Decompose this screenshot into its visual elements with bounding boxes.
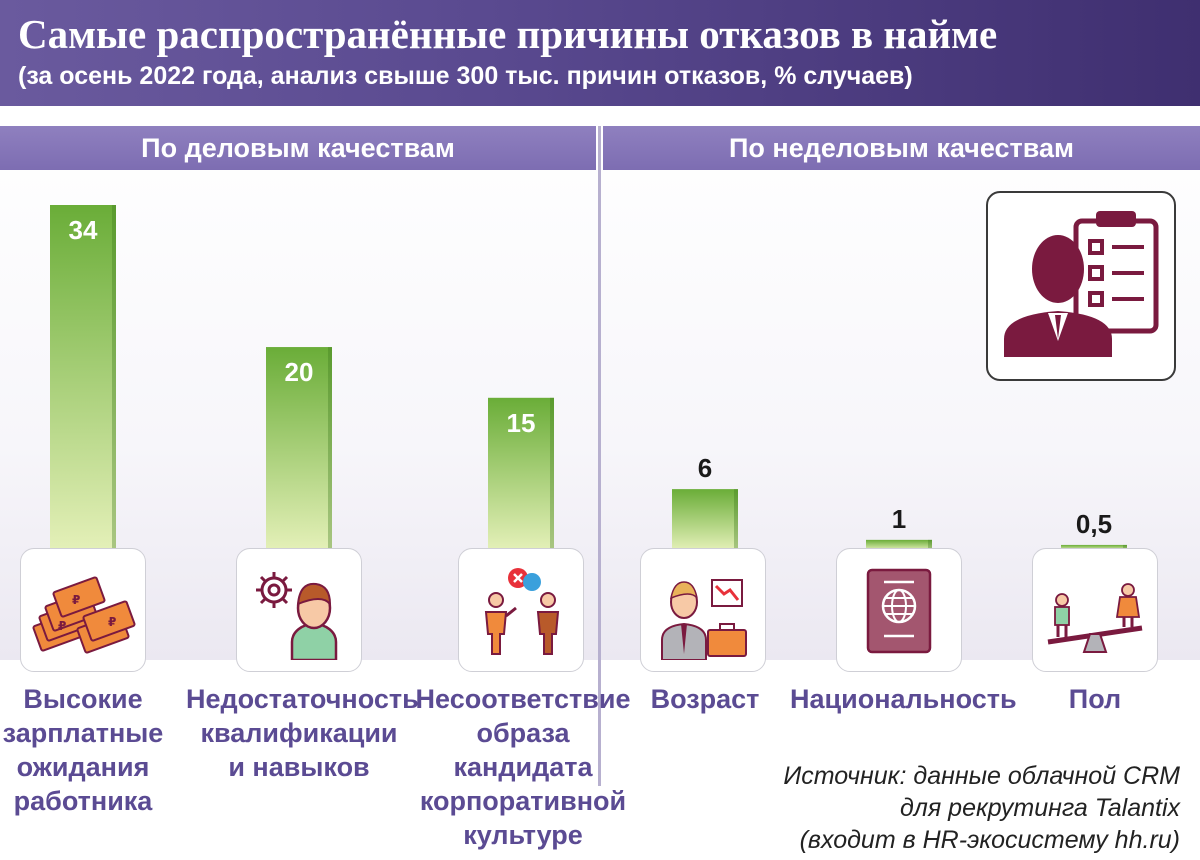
section-business-header: По деловым качествам — [0, 126, 596, 170]
value-label-5: 0,5 — [1076, 509, 1112, 539]
bar-edge-5 — [1123, 544, 1127, 550]
category-label-salary: Высокие зарплатные ожидания работника — [2, 684, 164, 816]
bar-edge-4 — [928, 539, 932, 550]
money-stack-icon: ₽ ₽ ₽ — [20, 548, 146, 672]
gender-scale-icon — [1032, 548, 1158, 672]
category-label-gender: Пол — [1068, 684, 1122, 714]
bar-edge-2 — [550, 397, 554, 550]
svg-text:₽: ₽ — [58, 619, 66, 633]
bar-2 — [488, 397, 554, 550]
value-label-2: 15 — [507, 408, 536, 438]
bar-0 — [50, 205, 116, 550]
candidate-checklist-icon — [986, 191, 1176, 381]
culture-conflict-icon — [458, 548, 584, 672]
section-divider — [598, 126, 601, 786]
category-label-nationality: Национальность — [790, 684, 1017, 714]
bar-4 — [866, 539, 932, 550]
bar-1 — [266, 347, 332, 550]
skills-person-gear-icon — [236, 548, 362, 672]
category-label-age: Возраст — [650, 684, 760, 714]
source-note: Источник: данные облачной CRM для рекрут… — [783, 762, 1180, 854]
bar-edge-3 — [734, 489, 738, 550]
category-label-qualification: Недостаточность квалификации и навыков — [186, 684, 419, 782]
page-subtitle: (за осень 2022 года, анализ свыше 300 ты… — [18, 62, 913, 90]
page-title: Самые распространённые причины отказов в… — [18, 11, 998, 57]
value-label-0: 34 — [69, 215, 98, 245]
bar-5 — [1061, 544, 1127, 550]
svg-text:₽: ₽ — [72, 593, 80, 607]
bar-edge-1 — [328, 347, 332, 550]
age-businessman-icon — [640, 548, 766, 672]
category-label-culture: Несоответствие образа кандидата корпорат… — [415, 684, 631, 850]
value-label-4: 1 — [892, 504, 906, 534]
bar-edge-0 — [112, 205, 116, 550]
svg-text:₽: ₽ — [108, 615, 116, 629]
value-label-3: 6 — [698, 453, 712, 483]
value-label-1: 20 — [285, 357, 314, 387]
header: Самые распространённые причины отказов в… — [0, 0, 1200, 106]
section-nonbusiness-header: По неделовым качествам — [603, 126, 1200, 170]
bar-3 — [672, 489, 738, 550]
passport-icon — [836, 548, 962, 672]
